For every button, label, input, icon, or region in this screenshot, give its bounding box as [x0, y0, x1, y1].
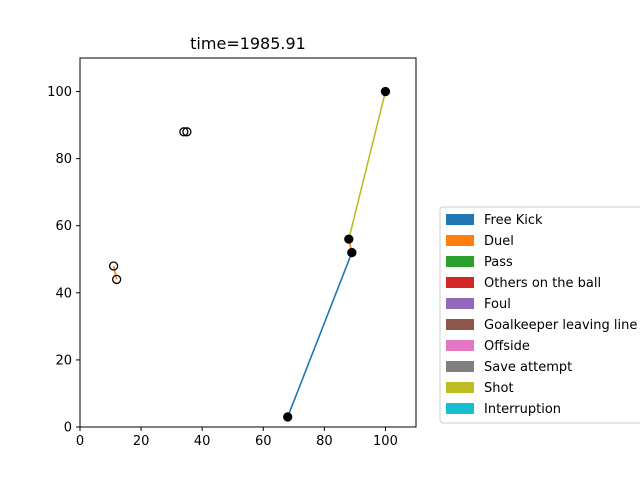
event-segment-duel	[112, 265, 118, 280]
legend-label: Shot	[484, 381, 514, 396]
x-tick-label: 40	[194, 434, 211, 449]
legend-swatch	[446, 214, 474, 225]
data-marks	[108, 86, 391, 422]
data-point	[380, 86, 391, 97]
data-point	[112, 274, 122, 285]
legend-swatch	[446, 256, 474, 267]
legend-label: Others on the ball	[484, 276, 601, 291]
x-tick-label: 60	[255, 434, 272, 449]
y-tick-label: 100	[47, 85, 72, 100]
chart-title: time=1985.91	[190, 34, 306, 53]
legend-swatch	[446, 361, 474, 372]
legend-label: Offside	[484, 339, 530, 354]
plot-area	[80, 58, 416, 427]
y-tick-label: 40	[55, 286, 72, 301]
x-tick-label: 100	[373, 434, 398, 449]
legend-label: Foul	[484, 297, 511, 312]
legend-box	[439, 206, 640, 424]
legend-label: Pass	[484, 255, 513, 270]
data-point	[347, 247, 357, 258]
legend: Free Kick Duel Pass Others on the ball Foul G…	[439, 206, 640, 424]
legend-label: Goalkeeper leaving line	[484, 318, 637, 333]
event-segment-shot	[348, 91, 387, 240]
data-point	[179, 127, 189, 137]
x-tick-label: 20	[133, 434, 150, 449]
data-point	[344, 234, 354, 244]
legend-label: Duel	[484, 234, 514, 249]
x-tick-label: 0	[76, 434, 84, 449]
axes: 0 20 40 60 80 100 0 20 40 60 80 100	[47, 85, 398, 449]
data-point	[182, 127, 192, 137]
legend-swatch	[446, 403, 474, 414]
y-tick-label: 60	[55, 219, 72, 234]
legend-swatch	[446, 235, 474, 246]
legend-swatch	[446, 319, 474, 330]
y-tick-label: 20	[55, 353, 72, 368]
legend-swatch	[446, 277, 474, 288]
y-tick-label: 0	[64, 421, 72, 436]
legend-label: Save attempt	[484, 360, 572, 375]
y-tick-label: 80	[55, 152, 72, 167]
data-point	[108, 261, 119, 271]
legend-label: Free Kick	[484, 213, 543, 228]
legend-swatch	[446, 382, 474, 393]
event-segment-free-kick	[286, 252, 353, 418]
legend-swatch	[446, 298, 474, 309]
plot-frame	[79, 57, 417, 428]
x-tick-label: 80	[316, 434, 333, 449]
data-point	[283, 412, 293, 422]
legend-label: Interruption	[484, 402, 561, 417]
legend-swatch	[446, 340, 474, 351]
